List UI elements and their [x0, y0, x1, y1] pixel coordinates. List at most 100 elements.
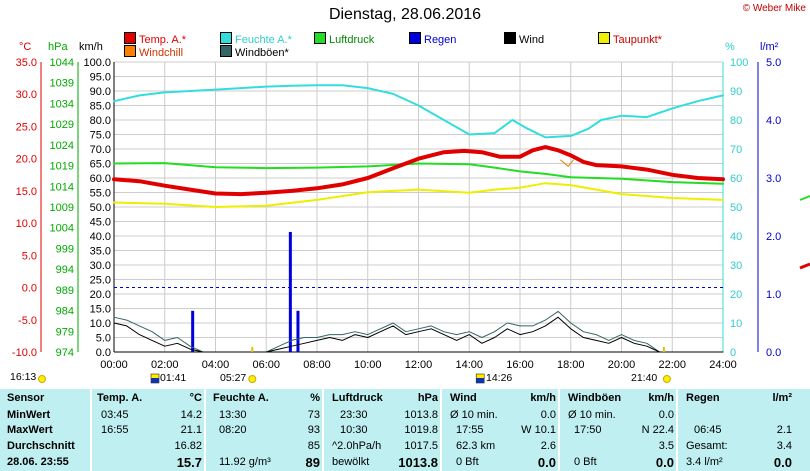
x-tick-label: 04:00	[202, 359, 230, 371]
legend-rain: Regen	[409, 32, 456, 46]
summary-header-pressure: Luftdruck	[332, 392, 383, 404]
pressure-tick-label: 1044	[50, 57, 74, 69]
wind-max-time: 17:55	[456, 424, 484, 436]
temp-tick-label: 30.0	[16, 89, 37, 101]
event-time-4: 21:40	[631, 372, 658, 384]
chart-title: Dienstag, 28.06.2016	[328, 6, 482, 23]
wind-tick-label: 85.0	[90, 101, 111, 113]
wind-tick-label: 30.0	[90, 260, 111, 272]
wind-tick-label: 25.0	[90, 275, 111, 287]
summary-col-sensor: Sensor MinWert MaxWert Durchschnitt 28.0…	[0, 389, 90, 471]
moon-icon-lower	[476, 378, 485, 383]
wind-tick-label: 60.0	[90, 173, 111, 185]
hum-avg-value: 85	[307, 440, 320, 452]
summary-header-wind-unit: km/h	[530, 392, 556, 404]
summary-header-sensor: Sensor	[7, 392, 45, 404]
temp-current-value: 15.7	[176, 455, 202, 470]
x-tick-label: 16:00	[506, 359, 534, 371]
hum-max-time: 08:20	[219, 424, 247, 436]
summary-row-label-avg: Durchschnitt	[7, 440, 75, 452]
pressure-tick-label: 1029	[50, 119, 74, 131]
wind-tick-label: 5.0	[96, 333, 111, 345]
temp-tick-label: 5.0	[22, 250, 37, 262]
temp-tick-label: 20.0	[16, 154, 37, 166]
summary-header-humidity: Feuchte A.	[213, 392, 269, 404]
x-tick-label: 14:00	[455, 359, 483, 371]
humidity-tick-label: 30	[730, 260, 742, 272]
x-tick-label: 20:00	[608, 359, 636, 371]
copyright: © Weber Mike	[742, 3, 806, 14]
pressure-tick-label: 1034	[50, 98, 74, 110]
rain-bar	[296, 310, 300, 352]
event-time-left: 16:13	[10, 371, 37, 383]
gust-max-value: N 22.4	[641, 424, 674, 436]
press-forecast: bewölkt	[332, 456, 370, 468]
legend-swatch-wind	[504, 32, 516, 44]
legend-label-dewpoint: Taupunkt*	[613, 34, 662, 46]
pressure-tick-label: 1039	[50, 78, 74, 90]
temp-min-value: 14.2	[180, 409, 202, 421]
summary-header-pressure-unit: hPa	[417, 392, 438, 404]
summary-header-temp: Temp. A.	[97, 392, 143, 404]
temp-tick-label: -5.0	[18, 315, 37, 327]
x-tick-label: 02:00	[151, 359, 179, 371]
summary-col-humidity: Feuchte A. % 13:30 73 08:20 93 85 11.92 …	[204, 389, 324, 471]
sunrise-icon	[248, 375, 257, 383]
pressure-tick-label: 984	[56, 306, 74, 318]
pressure-tick-label: 999	[56, 243, 74, 255]
temp-max-time: 16:55	[101, 424, 129, 436]
pressure-axis-unit: hPa	[48, 41, 68, 53]
wind-tick-label: 0.0	[96, 347, 111, 359]
legend-swatch-dewpoint	[598, 32, 610, 44]
summary-header-temp-unit: °C	[189, 392, 202, 404]
wind-tick-label: 75.0	[90, 130, 111, 142]
weather-chart: 35.0 30.0 25.0 20.0 15.0 10.0 5.0 0.0 -5.0 -10.0 1…	[12, 57, 810, 384]
event-time-2: 05:27	[220, 372, 247, 384]
hum-current-value: 89	[305, 455, 320, 470]
series-dewpoint-line	[113, 182, 724, 208]
event-time-3: 14:26	[486, 372, 513, 384]
wind-tick-label: 100.0	[83, 57, 111, 69]
series-wind-line	[113, 316, 724, 353]
press-min-value: 1013.8	[404, 409, 438, 421]
wind-tick-label: 15.0	[90, 304, 111, 316]
rain-tick-label: 4.0	[766, 115, 781, 127]
rain-tick-label: 1.0	[766, 289, 781, 301]
gust-min-label: Ø 10 min.	[568, 409, 616, 421]
wind-run: 62.3 km	[456, 440, 496, 452]
rain-bar	[288, 231, 292, 352]
summary-col-gust: Windböen km/h Ø 10 min. 0.0 17:50 N 22.4…	[558, 389, 678, 471]
rain-today: 3.4 l/m²	[686, 456, 723, 468]
press-trend: ^2.0hPa/h	[332, 440, 382, 452]
legend-label-rain: Regen	[424, 34, 457, 46]
wind-tick-label: 95.0	[90, 72, 111, 84]
hum-min-value: 73	[307, 409, 320, 421]
summary-row-label-min: MinWert	[7, 409, 51, 421]
legend-swatch-windchill	[124, 45, 136, 57]
wind-min-value: 0.0	[540, 409, 556, 421]
summary-header-gust-unit: km/h	[648, 392, 674, 404]
rain-tick-label: 2.0	[766, 231, 781, 243]
sunset-icon	[662, 375, 671, 383]
legend-label-gust: Windböen*	[235, 47, 289, 59]
legend-label-humidity: Feuchte A.*	[235, 34, 292, 46]
temp-tick-label: -10.0	[12, 347, 37, 359]
wind-tick-label: 90.0	[90, 86, 111, 98]
hum-min-time: 13:30	[219, 409, 247, 421]
press-min-time: 23:30	[340, 409, 368, 421]
pressure-tick-label: 1019	[50, 161, 74, 173]
summary-col-rain: Regen l/m² 06:45 2.1 Gesamt: 3.4 3.4 l/m…	[676, 389, 810, 471]
temp-tick-label: 10.0	[16, 218, 37, 230]
humidity-tick-label: 10	[730, 318, 742, 330]
summary-header-humidity-unit: %	[310, 392, 320, 404]
x-tick-label: 08:00	[303, 359, 331, 371]
hum-abs-value: 11.92 g/m³	[219, 456, 271, 468]
temp-tick-label: 15.0	[16, 186, 37, 198]
temp-avg-value: 16.82	[174, 440, 202, 452]
legend-swatch-humidity	[220, 32, 232, 44]
rain-tick-label: 0.0	[766, 347, 781, 359]
summary-col-temp: Temp. A. °C 03:45 14.2 16:55 21.1 16.82 …	[90, 389, 206, 471]
summary-table: Sensor MinWert MaxWert Durchschnitt 28.0…	[0, 389, 810, 471]
humidity-tick-label: 80	[730, 115, 742, 127]
humidity-tick-label: 100	[730, 57, 748, 69]
